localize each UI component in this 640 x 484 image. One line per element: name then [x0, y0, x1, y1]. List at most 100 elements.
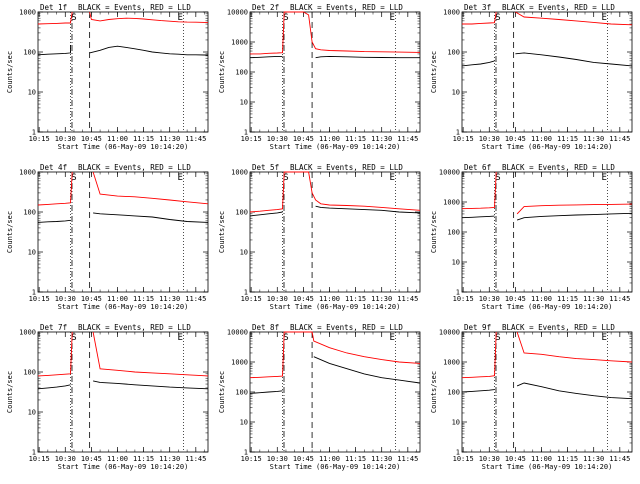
y-axis-label: Counts/sec [6, 51, 14, 93]
x-tick-label: 10:15 [241, 135, 262, 143]
y-tick-label: 100 [447, 229, 460, 237]
x-axis-label: Start Time (06-May-09 10:14:20) [270, 143, 401, 151]
y-tick-label: 10000 [439, 329, 460, 337]
series-line-lld [37, 11, 208, 25]
x-tick-label: 11:30 [583, 135, 604, 143]
y-tick-label: 10 [28, 89, 36, 97]
y-tick-label: 1 [32, 289, 36, 297]
x-tick-label: 10:30 [267, 295, 288, 303]
x-tick-label: 11:15 [345, 135, 366, 143]
series-line-lld [37, 331, 209, 377]
x-tick-label: 11:00 [107, 455, 128, 463]
x-tick-label: 11:00 [531, 135, 552, 143]
plot-frame [461, 331, 633, 453]
marker-e: E [601, 173, 606, 183]
x-tick-label: 11:30 [371, 295, 392, 303]
y-tick-label: 10 [452, 89, 460, 97]
panel-title: Det 2f [252, 3, 279, 12]
marker-e: E [601, 333, 606, 343]
marker-e: E [601, 13, 606, 23]
panel-title: Det 1f [40, 3, 67, 12]
marker-s: S [71, 173, 76, 183]
x-axis-label: Start Time (06-May-09 10:14:20) [58, 143, 189, 151]
x-axis-label: Start Time (06-May-09 10:14:20) [270, 463, 401, 471]
marker-s: S [283, 173, 288, 183]
series-line-lld [461, 331, 633, 379]
x-tick-label: 10:30 [267, 455, 288, 463]
marker-e: E [389, 13, 394, 23]
x-tick-label: 11:45 [609, 455, 630, 463]
x-axis-label: Start Time (06-May-09 10:14:20) [482, 303, 613, 311]
x-tick-label: 10:45 [81, 135, 102, 143]
x-tick-label: 11:30 [371, 135, 392, 143]
x-tick-label: 11:15 [557, 135, 578, 143]
x-tick-label: 11:45 [397, 455, 418, 463]
x-tick-label: 11:00 [107, 295, 128, 303]
plot-frame [249, 11, 421, 133]
x-tick-label: 10:45 [293, 455, 314, 463]
x-tick-label: 11:00 [107, 135, 128, 143]
panel-legend: BLACK = Events, RED = LLD [290, 3, 403, 12]
y-tick-label: 100 [447, 49, 460, 57]
x-axis-label: Start Time (06-May-09 10:14:20) [482, 463, 613, 471]
x-tick-label: 10:15 [453, 295, 474, 303]
x-tick-label: 10:15 [29, 135, 50, 143]
y-axis-label: Counts/sec [218, 51, 226, 93]
series-line-lld [249, 171, 421, 213]
y-tick-label: 1 [32, 449, 36, 457]
x-tick-label: 11:30 [371, 455, 392, 463]
plot-frame [37, 331, 209, 453]
y-tick-label: 100 [23, 369, 36, 377]
series-line-lld [461, 171, 633, 215]
x-tick-label: 11:30 [583, 455, 604, 463]
panel-det-9f: Det 9f BLACK = Events, RED = LLD 1 10 100 100… [430, 323, 633, 471]
x-tick-label: 10:45 [505, 135, 526, 143]
y-tick-label: 1 [244, 289, 248, 297]
panel-legend: BLACK = Events, RED = LLD [290, 323, 403, 332]
marker-s: S [71, 333, 76, 343]
x-tick-label: 10:30 [267, 135, 288, 143]
panel-det-2f: Det 2f BLACK = Events, RED = LLD 1 10 100 100… [218, 3, 421, 151]
y-axis-label: Counts/sec [218, 211, 226, 253]
y-tick-label: 10 [240, 99, 248, 107]
panel-det-3f: Det 3f BLACK = Events, RED = LLD 1 10 100 100… [430, 3, 633, 151]
x-tick-label: 11:45 [609, 135, 630, 143]
panel-legend: BLACK = Events, RED = LLD [78, 163, 191, 172]
y-tick-label: 10 [28, 249, 36, 257]
panel-det-1f: Det 1f BLACK = Events, RED = LLD 1 10 100 100… [6, 3, 209, 151]
x-tick-label: 11:15 [345, 295, 366, 303]
x-tick-label: 10:30 [479, 295, 500, 303]
y-tick-label: 1 [244, 449, 248, 457]
series-line-lld [250, 11, 421, 55]
x-tick-label: 11:15 [557, 455, 578, 463]
x-tick-label: 10:45 [81, 295, 102, 303]
y-axis-label: Counts/sec [6, 211, 14, 253]
panel-title: Det 9f [464, 323, 491, 332]
series-line-events [249, 205, 421, 217]
panel-det-4f: Det 4f BLACK = Events, RED = LLD 1 10 100 100… [6, 163, 209, 311]
x-tick-label: 10:30 [479, 135, 500, 143]
x-tick-label: 11:45 [185, 455, 206, 463]
series-line-lld [249, 331, 421, 379]
y-tick-label: 1000 [19, 9, 36, 17]
panel-legend: BLACK = Events, RED = LLD [502, 323, 615, 332]
y-tick-label: 10000 [227, 329, 248, 337]
y-tick-label: 1000 [443, 359, 460, 367]
y-tick-label: 1 [456, 289, 460, 297]
x-tick-label: 11:45 [185, 135, 206, 143]
x-tick-label: 10:45 [293, 135, 314, 143]
panel-det-6f: Det 6f BLACK = Events, RED = LLD 1 10 100 100… [430, 163, 633, 311]
marker-s: S [495, 333, 500, 343]
y-tick-label: 1 [32, 129, 36, 137]
x-tick-label: 11:15 [345, 455, 366, 463]
x-tick-label: 11:00 [319, 455, 340, 463]
y-tick-label: 1000 [231, 39, 248, 47]
x-axis-label: Start Time (06-May-09 10:14:20) [58, 463, 189, 471]
x-tick-label: 11:00 [319, 295, 340, 303]
x-tick-label: 11:15 [557, 295, 578, 303]
x-tick-label: 11:30 [159, 455, 180, 463]
x-tick-label: 11:45 [185, 295, 206, 303]
panel-title: Det 6f [464, 163, 491, 172]
y-tick-label: 1000 [19, 329, 36, 337]
